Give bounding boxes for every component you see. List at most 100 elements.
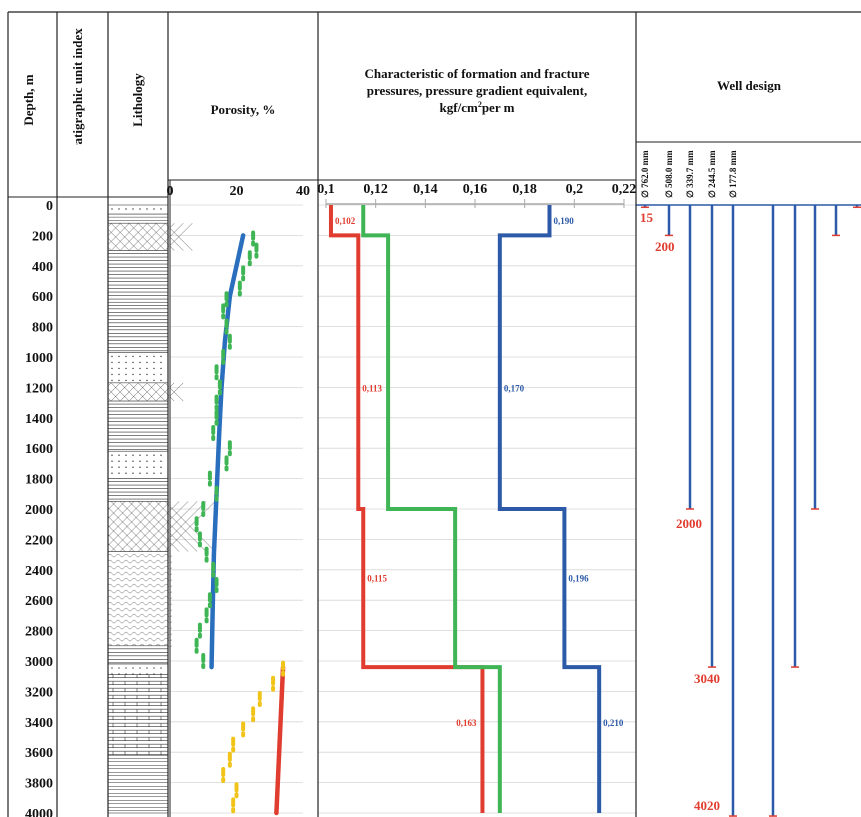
lithology-dot [125, 379, 127, 382]
lithology-band [107, 250, 169, 303]
pressure-x-tick: 0,22 [612, 182, 637, 197]
lithology-hatch [107, 589, 173, 594]
depth-tick-label: 4000 [25, 807, 53, 817]
lithology-dot [160, 367, 162, 370]
lithology-dot [132, 373, 134, 376]
lithology-hatch [107, 625, 173, 630]
lithology-dot [125, 208, 127, 210]
lithology-dot [125, 454, 127, 456]
pressure-annotation: 0,102 [335, 216, 356, 226]
lithology-dot [125, 460, 127, 462]
lithology-mask [48, 145, 108, 817]
lithology-dot [146, 208, 148, 210]
lithology-band [107, 674, 169, 756]
lithology-dot [146, 472, 148, 474]
depth-tick-label: 3000 [25, 655, 53, 670]
casing-size-label: ∅ 508.0 mm [664, 150, 674, 198]
lithology-hatch [137, 501, 189, 552]
lithology-band [107, 450, 169, 479]
lithology-dot [132, 208, 134, 210]
lithology-band [107, 551, 169, 647]
lithology-dot [132, 361, 134, 364]
lithology-hatch [110, 501, 162, 552]
pressure-header-line3: kgf/cm2per m [440, 100, 515, 115]
lithology-dot [118, 667, 120, 669]
lithology-dot [139, 472, 141, 474]
lithology-hatch [137, 382, 157, 402]
lithology-dot [118, 361, 120, 364]
lithology-hatch [107, 571, 173, 576]
lithology-hatch [107, 553, 173, 558]
porosity-x-tick: 20 [230, 184, 244, 199]
depth-tick-label: 1400 [25, 412, 53, 427]
pressure-x-tick: 0,14 [413, 182, 438, 197]
porosity-x-tick: 40 [296, 184, 310, 199]
lithology-dot [160, 373, 162, 376]
lithology-dot [125, 355, 127, 358]
lithology-dot [111, 460, 113, 462]
lithology-dot [153, 373, 155, 376]
lithology-dot [118, 454, 120, 456]
lithology-dot [153, 379, 155, 382]
lithology-hatch [128, 501, 180, 552]
depth-tick-label: 1200 [25, 381, 53, 396]
lithology-dot [160, 454, 162, 456]
depth-tick-label: 200 [32, 229, 53, 244]
lithology-dot [125, 667, 127, 669]
pressure-series-2 [497, 205, 602, 813]
lithology-dot [118, 379, 120, 382]
lithology-hatch [155, 382, 175, 402]
pressure-header-line2: pressures, pressure gradient equivalent, [367, 83, 587, 98]
porosity-trend-2 [274, 664, 286, 816]
lithology-dot [146, 454, 148, 456]
lithology-dot [118, 208, 120, 210]
lithology-dot [139, 367, 141, 370]
lithology-dot [132, 454, 134, 456]
lithology-dot [132, 466, 134, 468]
depth-tick-label: 2600 [25, 594, 53, 609]
lithology-dot [125, 367, 127, 370]
lithology-hatch [107, 601, 173, 606]
pressure-x-tick: 0,12 [363, 182, 388, 197]
lithology-dot [153, 454, 155, 456]
lithology-band [107, 352, 169, 384]
pressure-annotation: 0,113 [362, 383, 382, 393]
lithology-hatch [107, 577, 173, 582]
lithology-hatch [155, 501, 207, 552]
lithology-hatch [164, 501, 216, 552]
depth-tick-label: 600 [32, 290, 53, 305]
lithology-hatch [119, 501, 171, 552]
lithology-dot [139, 466, 141, 468]
lithology-dot [111, 367, 113, 370]
lithology-dot [153, 208, 155, 210]
pressure-annotation: 0,170 [504, 383, 525, 393]
casing-size-label: ∅ 244.5 mm [707, 150, 717, 198]
lithology-dot [160, 379, 162, 382]
lithology-dot [111, 208, 113, 210]
lithology-dot [146, 355, 148, 358]
depth-tick-label: 3800 [25, 777, 53, 792]
lithology-dot [111, 472, 113, 474]
depth-tick-label: 2800 [25, 625, 53, 640]
lithology-dot [125, 466, 127, 468]
depth-tick-label: 0 [46, 199, 53, 214]
lithology-band [107, 204, 169, 215]
lithology-band [107, 400, 169, 452]
casing-depth-label: 4020 [694, 798, 720, 813]
lithology-dot [146, 667, 148, 669]
pressure-header-line1: Characteristic of formation and fracture [364, 66, 589, 81]
lithology-dot [160, 667, 162, 669]
strat-header: Stratigraphic unit index [70, 28, 85, 162]
pressure-series-1 [361, 205, 502, 813]
lithology-hatch [119, 382, 139, 402]
depth-tick-label: 1000 [25, 351, 53, 366]
lithology-dot [118, 466, 120, 468]
lithology-dot [125, 472, 127, 474]
lithology-dot [146, 361, 148, 364]
lithology-band [107, 663, 169, 675]
lithology-dot [118, 460, 120, 462]
lithology-hatch [107, 595, 173, 600]
casing-size-label: ∅ 177.8 mm [728, 150, 738, 198]
tick-labels: 0200400600800100012001400160018002000220… [25, 182, 636, 817]
